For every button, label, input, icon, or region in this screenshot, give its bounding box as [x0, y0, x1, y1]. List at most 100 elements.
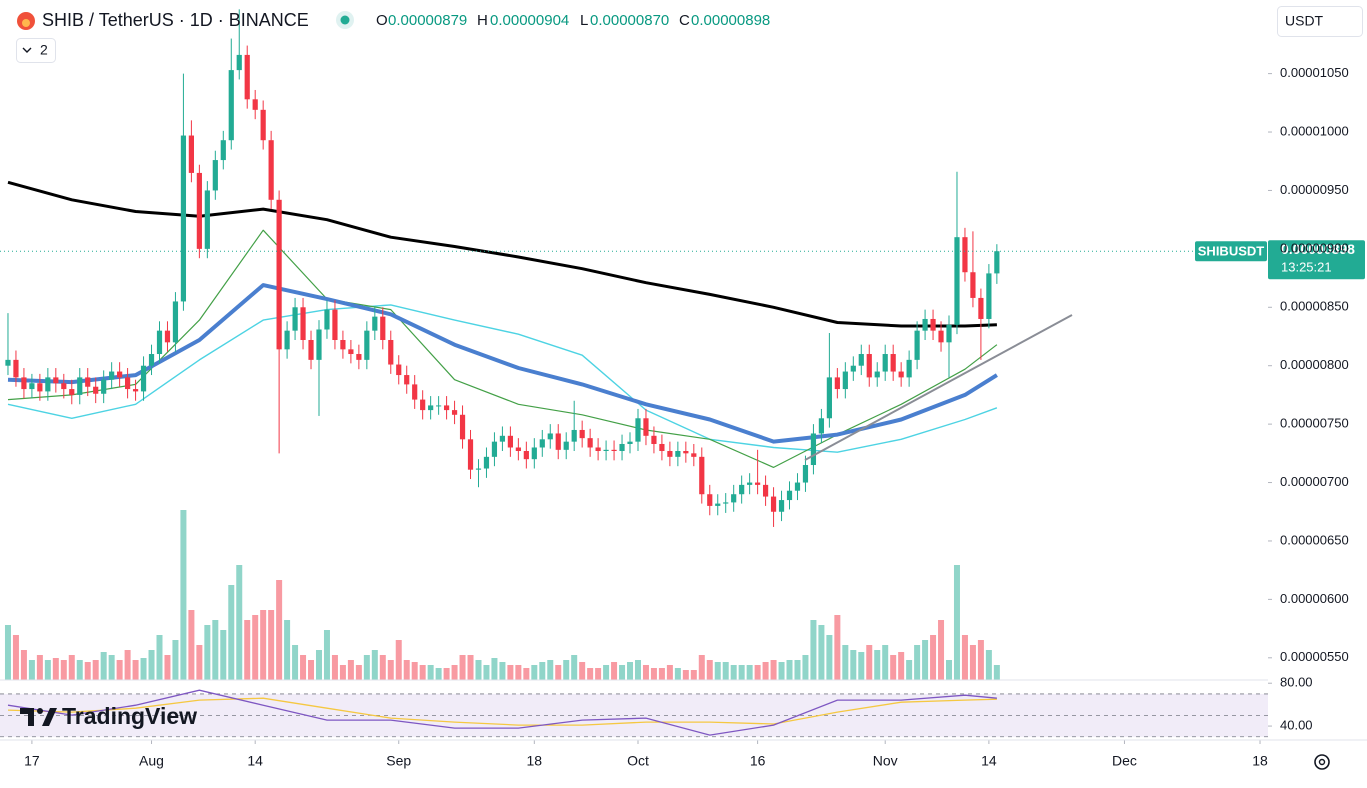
- candle-body: [699, 456, 705, 495]
- candle-body: [507, 435, 513, 448]
- symbol-logo-inner: [22, 19, 30, 27]
- tag-symbol-box: [1195, 241, 1267, 262]
- candle-body: [196, 172, 202, 249]
- settings-icon[interactable]: [1314, 754, 1330, 770]
- volume-bar: [515, 665, 522, 680]
- volume-bar: [961, 635, 968, 680]
- volume-bar: [244, 620, 251, 680]
- volume-bar: [60, 660, 67, 680]
- y-tick-label: 0.00000550: [1280, 649, 1349, 664]
- volume-bar: [212, 620, 219, 680]
- volume-bar: [52, 658, 59, 680]
- candle-body: [834, 377, 840, 390]
- volume-bar: [20, 650, 27, 680]
- volume-bar: [347, 660, 354, 680]
- chevron-icon: [22, 47, 32, 53]
- currency-select[interactable]: [1277, 6, 1363, 37]
- candle-body: [252, 99, 258, 110]
- volume-bar: [946, 660, 953, 680]
- candle-body: [571, 429, 577, 442]
- volume-bar: [834, 615, 841, 680]
- rsi-line: [7, 697, 997, 726]
- candle-body: [555, 433, 561, 450]
- volume-bar: [36, 655, 43, 680]
- candle-body: [842, 371, 848, 390]
- moving-average: [7, 180, 997, 328]
- tag-price-box: [1268, 240, 1365, 280]
- candle-body: [874, 371, 880, 378]
- candle-body: [723, 502, 729, 504]
- candle-body: [866, 354, 872, 378]
- volume-bar: [196, 645, 203, 680]
- candle-body: [659, 443, 665, 451]
- candle-body: [826, 377, 832, 419]
- candle-body: [810, 433, 817, 466]
- volume-bar: [284, 620, 291, 680]
- y-tick-label: 0.00000900: [1280, 240, 1349, 255]
- candle-body: [428, 405, 434, 411]
- ohlc-value: 0.00000898: [691, 12, 770, 29]
- candle-body: [467, 439, 474, 470]
- candle-body: [531, 447, 537, 460]
- volume-bar: [682, 670, 689, 680]
- volume-bar: [826, 635, 833, 680]
- volume-bar: [650, 668, 657, 680]
- logo-text: TradingView: [62, 703, 197, 729]
- last-price-tag: SHIBUSDT 0.00000898 13:25:21: [1195, 240, 1365, 280]
- volume-bar: [236, 565, 243, 680]
- candle-body: [284, 330, 290, 350]
- ohlc-value: 0.00000870: [590, 12, 669, 29]
- candle-body: [579, 429, 585, 439]
- volume-bar: [132, 660, 139, 680]
- candle-body: [930, 318, 936, 331]
- volume-bar: [658, 668, 665, 680]
- volume-bar: [977, 640, 984, 680]
- tag-price: 0.00000898: [1281, 241, 1355, 257]
- volume-bar: [164, 655, 171, 680]
- volume-bar: [882, 645, 889, 680]
- candle-body: [954, 237, 960, 325]
- indicators-toggle[interactable]: [16, 38, 56, 63]
- volume-bar: [642, 665, 649, 680]
- volume-bar: [92, 660, 99, 680]
- volume-bar: [180, 510, 187, 680]
- trend-line[interactable]: [804, 314, 1073, 461]
- y-tick-label: 40.00: [1280, 718, 1313, 733]
- volume-bar: [587, 668, 594, 680]
- volume-bar: [12, 635, 19, 680]
- volume-bar: [794, 660, 801, 680]
- candle-body: [635, 418, 641, 442]
- candle-body: [563, 441, 569, 450]
- rsi-line: [7, 689, 997, 736]
- candle-body: [132, 389, 139, 392]
- volume-bar: [770, 660, 777, 680]
- x-tick-label: Oct: [627, 753, 649, 769]
- candle-body: [643, 418, 649, 436]
- candle-body: [619, 443, 625, 451]
- y-tick-label: 0.00000750: [1280, 416, 1349, 431]
- volume-bar: [634, 660, 641, 680]
- candle-body: [818, 418, 825, 434]
- volume-bar: [762, 662, 769, 680]
- volume-bar: [260, 610, 267, 680]
- candle-body: [220, 140, 226, 161]
- moving-average: [7, 229, 998, 468]
- volume-bar: [403, 660, 410, 680]
- candle-body: [786, 490, 793, 501]
- volume-bar: [858, 652, 865, 680]
- candle-body: [61, 383, 67, 390]
- volume-bar: [427, 665, 434, 680]
- candle-body: [683, 450, 689, 454]
- y-tick-label: 80.00: [1280, 675, 1313, 690]
- candle-body: [340, 340, 346, 350]
- volume-bar: [666, 665, 673, 680]
- candle-body: [69, 389, 75, 395]
- volume-bar: [228, 585, 235, 680]
- symbol-title[interactable]: SHIB / TetherUS · 1D · BINANCE: [42, 10, 309, 30]
- candle-body: [412, 384, 418, 400]
- volume-bar: [810, 620, 817, 680]
- candle-body: [93, 386, 99, 394]
- volume-bar: [611, 662, 618, 680]
- volume-bar: [563, 660, 570, 680]
- y-tick-label: 0.00001000: [1280, 123, 1349, 138]
